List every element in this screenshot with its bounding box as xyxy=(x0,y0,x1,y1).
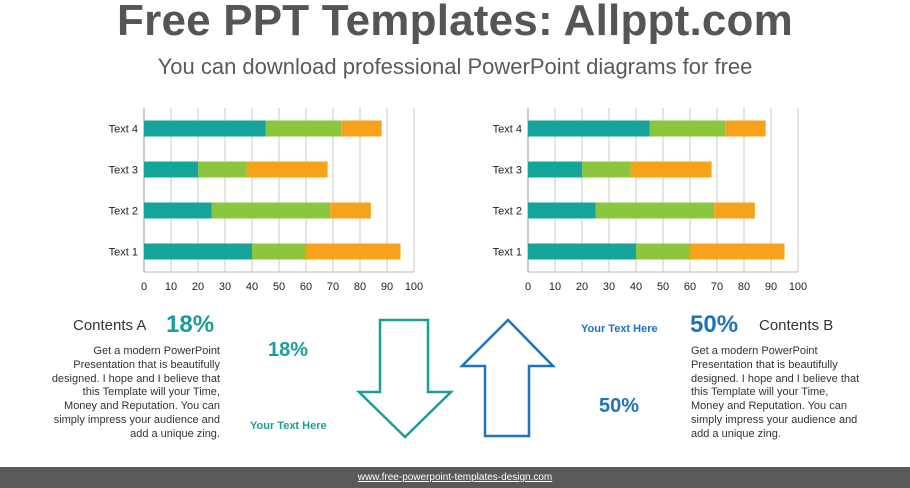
bar-left-text-3-series-2 xyxy=(198,161,247,178)
x-tick-label: 0 xyxy=(141,281,147,293)
contents-a-body: Get a modern PowerPoint Presentation tha… xyxy=(51,345,220,440)
bar-right-text-3-series-3 xyxy=(630,161,712,178)
bar-right-text-2-series-1 xyxy=(528,202,596,219)
contents-b-body: Get a modern PowerPoint Presentation tha… xyxy=(691,345,860,440)
bar-right-text-2-series-3 xyxy=(714,202,755,219)
bar-left-text-4-series-3 xyxy=(341,120,382,137)
x-tick-label: 30 xyxy=(219,281,231,293)
x-tick-label: 60 xyxy=(300,281,312,293)
bar-right-text-1-series-1 xyxy=(528,243,636,260)
footer-bar: www.free-powerpoint-templates-design.com xyxy=(0,467,910,488)
x-tick-label: 40 xyxy=(246,281,258,293)
bar-left-text-2-series-2 xyxy=(211,202,331,219)
x-tick-label: 90 xyxy=(765,281,777,293)
bar-left-text-1-series-1 xyxy=(144,243,252,260)
category-label: Text 2 xyxy=(109,206,138,218)
bar-right-text-4-series-3 xyxy=(725,120,766,137)
category-label: Text 1 xyxy=(109,247,138,259)
contents-a-percent: 18% xyxy=(166,311,215,338)
up-arrow-icon xyxy=(458,318,556,438)
footer-link[interactable]: www.free-powerpoint-templates-design.com xyxy=(357,472,553,483)
x-tick-label: 100 xyxy=(789,281,807,293)
category-label: Text 4 xyxy=(493,124,522,136)
x-tick-label: 80 xyxy=(354,281,366,293)
contents-a-heading: Contents A xyxy=(73,317,147,334)
category-label: Text 3 xyxy=(109,165,138,177)
x-tick-label: 20 xyxy=(576,281,588,293)
category-label: Text 2 xyxy=(493,206,522,218)
x-tick-label: 70 xyxy=(327,281,339,293)
contents-b-percent: 50% xyxy=(690,311,739,338)
category-label: Text 4 xyxy=(109,124,138,136)
down-arrow-note: Your Text Here xyxy=(250,420,327,432)
category-label: Text 3 xyxy=(493,165,522,177)
bar-right-text-2-series-2 xyxy=(595,202,715,219)
x-tick-label: 20 xyxy=(192,281,204,293)
x-tick-label: 50 xyxy=(657,281,669,293)
bar-left-text-1-series-2 xyxy=(252,243,306,260)
bar-right-text-1-series-2 xyxy=(636,243,690,260)
bar-left-text-1-series-3 xyxy=(306,243,401,260)
up-arrow-percent: 50% xyxy=(599,395,640,417)
down-arrow-icon xyxy=(355,318,455,439)
bar-right-text-4-series-1 xyxy=(528,120,650,137)
bar-right-text-1-series-3 xyxy=(690,243,785,260)
bar-left-text-4-series-2 xyxy=(265,120,342,137)
bar-left-text-3-series-1 xyxy=(144,161,198,178)
bar-right-text-3-series-2 xyxy=(582,161,631,178)
bar-right-text-3-series-1 xyxy=(528,161,582,178)
x-tick-label: 0 xyxy=(525,281,531,293)
x-tick-label: 100 xyxy=(405,281,423,293)
x-tick-label: 70 xyxy=(711,281,723,293)
bar-chart-left: 0 10 20 30 40 50 60 70 80 90 100 Text 1 Text 2 Text 3… xyxy=(109,108,423,293)
x-tick-label: 30 xyxy=(603,281,615,293)
x-tick-label: 40 xyxy=(630,281,642,293)
x-tick-label: 80 xyxy=(738,281,750,293)
x-tick-label: 50 xyxy=(273,281,285,293)
bar-left-text-4-series-1 xyxy=(144,120,266,137)
bar-left-text-3-series-3 xyxy=(246,161,328,178)
up-arrow-note: Your Text Here xyxy=(581,323,658,335)
bar-left-text-2-series-3 xyxy=(330,202,371,219)
page-title: Free PPT Templates: Allppt.com xyxy=(117,0,793,45)
contents-b-heading: Contents B xyxy=(759,317,834,334)
category-label: Text 1 xyxy=(493,247,522,259)
x-tick-label: 90 xyxy=(381,281,393,293)
bar-chart-right: 0 10 20 30 40 50 60 70 80 90 100 Text 1 Text 2 Text 3… xyxy=(493,108,807,293)
x-tick-label: 10 xyxy=(549,281,561,293)
bar-left-text-2-series-1 xyxy=(144,202,212,219)
bar-right-text-4-series-2 xyxy=(649,120,726,137)
down-arrow-percent: 18% xyxy=(268,339,309,361)
x-tick-label: 10 xyxy=(165,281,177,293)
x-tick-label: 60 xyxy=(684,281,696,293)
page-subtitle: You can download professional PowerPoint… xyxy=(157,54,753,79)
